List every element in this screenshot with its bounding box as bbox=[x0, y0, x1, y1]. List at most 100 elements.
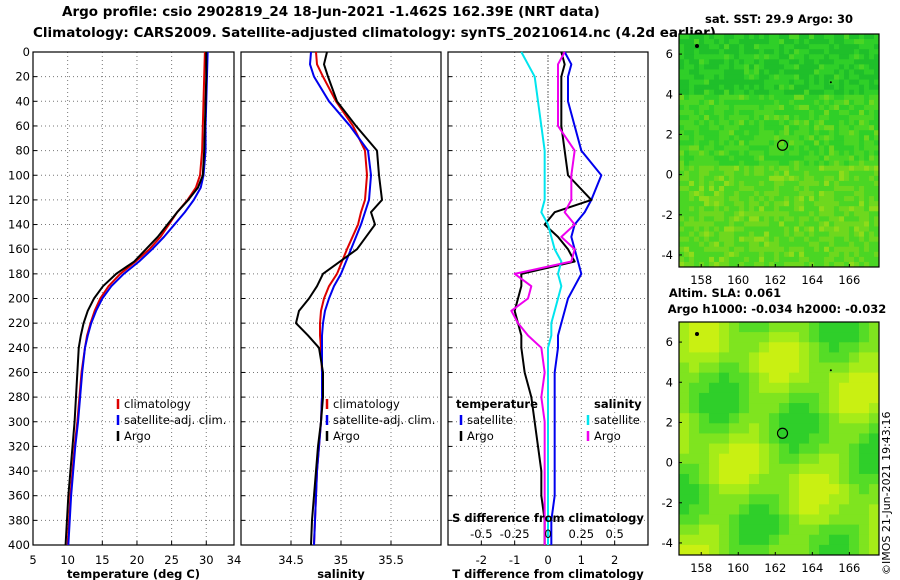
map-cell bbox=[834, 39, 840, 45]
map-cell bbox=[874, 165, 880, 172]
map-cell bbox=[784, 39, 790, 45]
map-cell bbox=[784, 231, 790, 238]
map-cell bbox=[779, 135, 785, 141]
map-cell bbox=[689, 64, 695, 70]
map-cell bbox=[729, 251, 735, 258]
map-cell bbox=[794, 69, 800, 76]
map-cell bbox=[869, 362, 880, 374]
map-cell bbox=[789, 372, 800, 384]
map-cell bbox=[849, 34, 855, 40]
map-cell bbox=[719, 256, 725, 263]
map-cell bbox=[709, 206, 715, 212]
map-cell bbox=[834, 175, 840, 182]
map-cell bbox=[759, 534, 770, 546]
map-cell bbox=[679, 221, 685, 227]
map-cell bbox=[729, 221, 735, 227]
map-cell bbox=[694, 99, 700, 106]
map-cell bbox=[789, 145, 795, 151]
map-cell bbox=[724, 130, 730, 136]
map-cell bbox=[844, 94, 850, 101]
depth-tick-label: 40 bbox=[15, 94, 30, 108]
map-cell bbox=[724, 39, 730, 45]
island-marker bbox=[695, 44, 699, 48]
map-cell bbox=[759, 322, 770, 333]
map-cell bbox=[809, 322, 820, 333]
map-cell bbox=[729, 201, 735, 207]
map-cell bbox=[784, 34, 790, 40]
panel-difference: -2 -1 0 1 2T difference from climatologytemp… bbox=[447, 51, 649, 580]
map-cell bbox=[824, 231, 830, 238]
map-cell bbox=[709, 201, 715, 207]
map-cell bbox=[829, 120, 835, 126]
legend-title-salinity: salinity bbox=[594, 397, 642, 411]
map-cell bbox=[804, 241, 810, 248]
map-cell bbox=[689, 473, 700, 485]
map-cell bbox=[839, 150, 845, 157]
map-x-label: 162 bbox=[764, 561, 786, 575]
map-cell bbox=[869, 514, 880, 526]
map-cell bbox=[679, 145, 685, 151]
map-cell bbox=[689, 494, 700, 505]
map-cell bbox=[854, 130, 860, 136]
map-cell bbox=[749, 39, 755, 45]
map-cell bbox=[684, 125, 690, 131]
map-cell bbox=[684, 115, 690, 121]
map-cell bbox=[864, 44, 870, 50]
map-cell bbox=[829, 382, 840, 394]
map-cell bbox=[844, 145, 850, 151]
map-cell bbox=[849, 140, 855, 146]
map-cell bbox=[704, 79, 710, 86]
map-cell bbox=[774, 44, 780, 50]
map-cell bbox=[714, 69, 720, 76]
map-cell bbox=[774, 155, 780, 162]
map-cell bbox=[834, 261, 840, 268]
map-cell bbox=[824, 160, 830, 167]
map-cell bbox=[764, 165, 770, 172]
map-cell bbox=[869, 443, 880, 455]
map-cell bbox=[779, 160, 785, 167]
map-cell bbox=[764, 256, 770, 263]
map-cell bbox=[794, 221, 800, 227]
map-cell bbox=[704, 256, 710, 263]
map-cell bbox=[719, 342, 730, 353]
map-cell bbox=[839, 504, 850, 515]
map-cell bbox=[749, 150, 755, 157]
map-cell bbox=[814, 120, 820, 126]
map-cell bbox=[869, 423, 880, 434]
map-cell bbox=[839, 125, 845, 131]
map-cell bbox=[699, 180, 705, 187]
map-cell bbox=[849, 433, 860, 445]
map-cell bbox=[754, 175, 760, 182]
map-cell bbox=[769, 322, 780, 333]
map-cell bbox=[704, 89, 710, 96]
map-cell bbox=[679, 216, 685, 222]
map-cell bbox=[704, 191, 710, 197]
map-cell bbox=[729, 155, 735, 162]
map-cell bbox=[859, 226, 865, 233]
map-cell bbox=[739, 246, 745, 253]
map-cell bbox=[769, 372, 780, 384]
map-cell bbox=[784, 99, 790, 106]
map-cell bbox=[694, 196, 700, 202]
map-cell bbox=[699, 39, 705, 45]
map-cell bbox=[819, 155, 825, 162]
map-cell bbox=[684, 59, 690, 65]
map-cell bbox=[869, 226, 875, 233]
map-cell bbox=[759, 94, 765, 101]
map-cell bbox=[749, 362, 760, 374]
map-cell bbox=[769, 135, 775, 141]
map-cell bbox=[764, 241, 770, 248]
map-cell bbox=[719, 221, 725, 227]
map-cell bbox=[699, 504, 710, 515]
map-cell bbox=[829, 191, 835, 197]
map-cell bbox=[744, 155, 750, 162]
map-cell bbox=[759, 140, 765, 146]
map-cell bbox=[874, 175, 880, 182]
map-cell bbox=[784, 155, 790, 162]
map-cell bbox=[709, 352, 720, 364]
map-cell bbox=[709, 79, 715, 86]
map-cell bbox=[694, 54, 700, 60]
map-cell bbox=[874, 115, 880, 121]
map-cell bbox=[679, 322, 690, 333]
